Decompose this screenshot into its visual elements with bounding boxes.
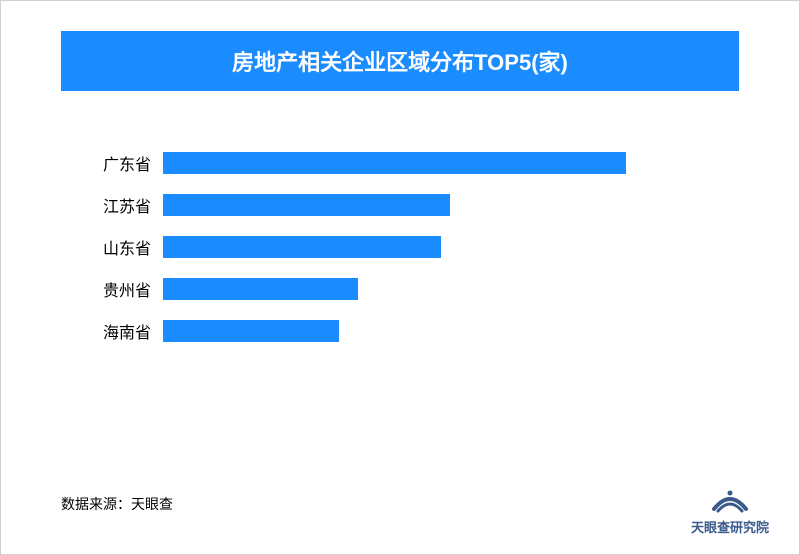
chart-title: 房地产相关企业区域分布TOP5(家) — [61, 31, 739, 91]
bar-track — [163, 236, 719, 258]
watermark-text: 天眼查研究院 — [691, 517, 769, 536]
bar-label: 海南省 — [81, 319, 151, 343]
bar-row: 广东省 — [81, 151, 719, 175]
bar-row: 山东省 — [81, 235, 719, 259]
bar-fill — [163, 278, 358, 300]
bar-fill — [163, 320, 339, 342]
bar-track — [163, 278, 719, 300]
bar-track — [163, 320, 719, 342]
bar-track — [163, 152, 719, 174]
bar-fill — [163, 152, 626, 174]
bar-row: 海南省 — [81, 319, 719, 343]
bar-chart: 广东省江苏省山东省贵州省海南省 — [81, 151, 719, 343]
watermark: 天眼查研究院 — [691, 485, 769, 536]
bar-fill — [163, 194, 450, 216]
bar-label: 贵州省 — [81, 277, 151, 301]
bar-fill — [163, 236, 441, 258]
bar-row: 江苏省 — [81, 193, 719, 217]
bar-label: 广东省 — [81, 151, 151, 175]
data-source: 数据来源：天眼查 — [61, 494, 173, 514]
bar-row: 贵州省 — [81, 277, 719, 301]
bar-track — [163, 194, 719, 216]
bar-label: 江苏省 — [81, 193, 151, 217]
bar-label: 山东省 — [81, 235, 151, 259]
watermark-logo-icon — [708, 485, 752, 515]
source-value: 天眼查 — [131, 496, 173, 512]
source-label: 数据来源： — [61, 496, 131, 512]
